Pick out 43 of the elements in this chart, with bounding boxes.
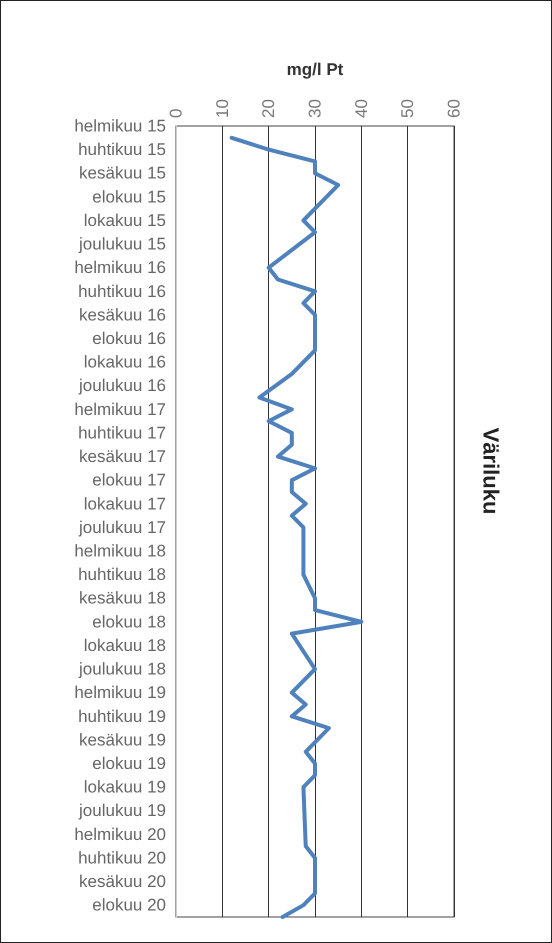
y-tick-label: kesäkuu 17: [79, 447, 166, 466]
y-tick-label: kesäkuu 19: [79, 730, 166, 750]
y-tick-label: kesäkuu 20: [79, 872, 166, 892]
x-tick-label: 30: [306, 99, 324, 118]
y-tick-label: elokuu 18: [92, 612, 166, 632]
y-tick-label: elokuu 19: [92, 754, 166, 774]
y-tick-label: lokakuu 17: [84, 494, 166, 514]
y-tick-label: elokuu 17: [92, 470, 166, 490]
y-tick-label: huhtikuu 15: [78, 140, 166, 160]
y-tick-label: helmikuu 19: [74, 683, 166, 702]
y-tick-label: helmikuu 20: [74, 824, 166, 844]
y-tick-label: huhtikuu 20: [78, 848, 166, 868]
x-axis-title: mg/l Pt: [286, 60, 344, 79]
y-tick-label: huhtikuu 18: [78, 565, 166, 584]
y-tick-label: joulukuu 16: [78, 376, 166, 396]
y-tick-label: joulukuu 15: [78, 234, 166, 254]
y-tick-label: kesäkuu 15: [79, 164, 166, 183]
y-tick-label: joulukuu 19: [78, 801, 166, 820]
x-tick-label: 0: [166, 108, 186, 118]
y-tick-label: lokakuu 18: [84, 636, 166, 655]
y-tick-label: helmikuu 15: [74, 116, 166, 136]
y-tick-label: lokakuu 19: [84, 778, 166, 797]
y-tick-label: kesäkuu 16: [79, 305, 166, 324]
y-tick-label: elokuu 16: [92, 329, 166, 348]
x-tick-label: 10: [212, 99, 232, 118]
y-tick-label: helmikuu 17: [74, 400, 166, 419]
y-tick-label: joulukuu 18: [78, 660, 166, 679]
y-tick-label: kesäkuu 18: [79, 588, 166, 608]
y-tick-label: huhtikuu 17: [78, 423, 166, 442]
y-tick-label: joulukuu 17: [78, 518, 166, 537]
y-tick-label: elokuu 20: [92, 896, 166, 915]
x-tick-label: 20: [259, 99, 278, 118]
y-tick-label: helmikuu 18: [74, 542, 166, 561]
y-tick-label: lokakuu 16: [84, 352, 166, 372]
x-tick-label: 60: [444, 99, 464, 118]
x-tick-label: 50: [398, 99, 418, 118]
y-tick-label: lokakuu 15: [84, 210, 166, 230]
y-tick-label: helmikuu 16: [74, 258, 166, 278]
text: Väriluku: [478, 428, 504, 514]
y-tick-label: huhtikuu 16: [78, 282, 166, 301]
x-tick-label: 40: [352, 99, 371, 118]
y-tick-label: huhtikuu 19: [78, 706, 166, 726]
y-tick-label: elokuu 15: [92, 187, 166, 206]
